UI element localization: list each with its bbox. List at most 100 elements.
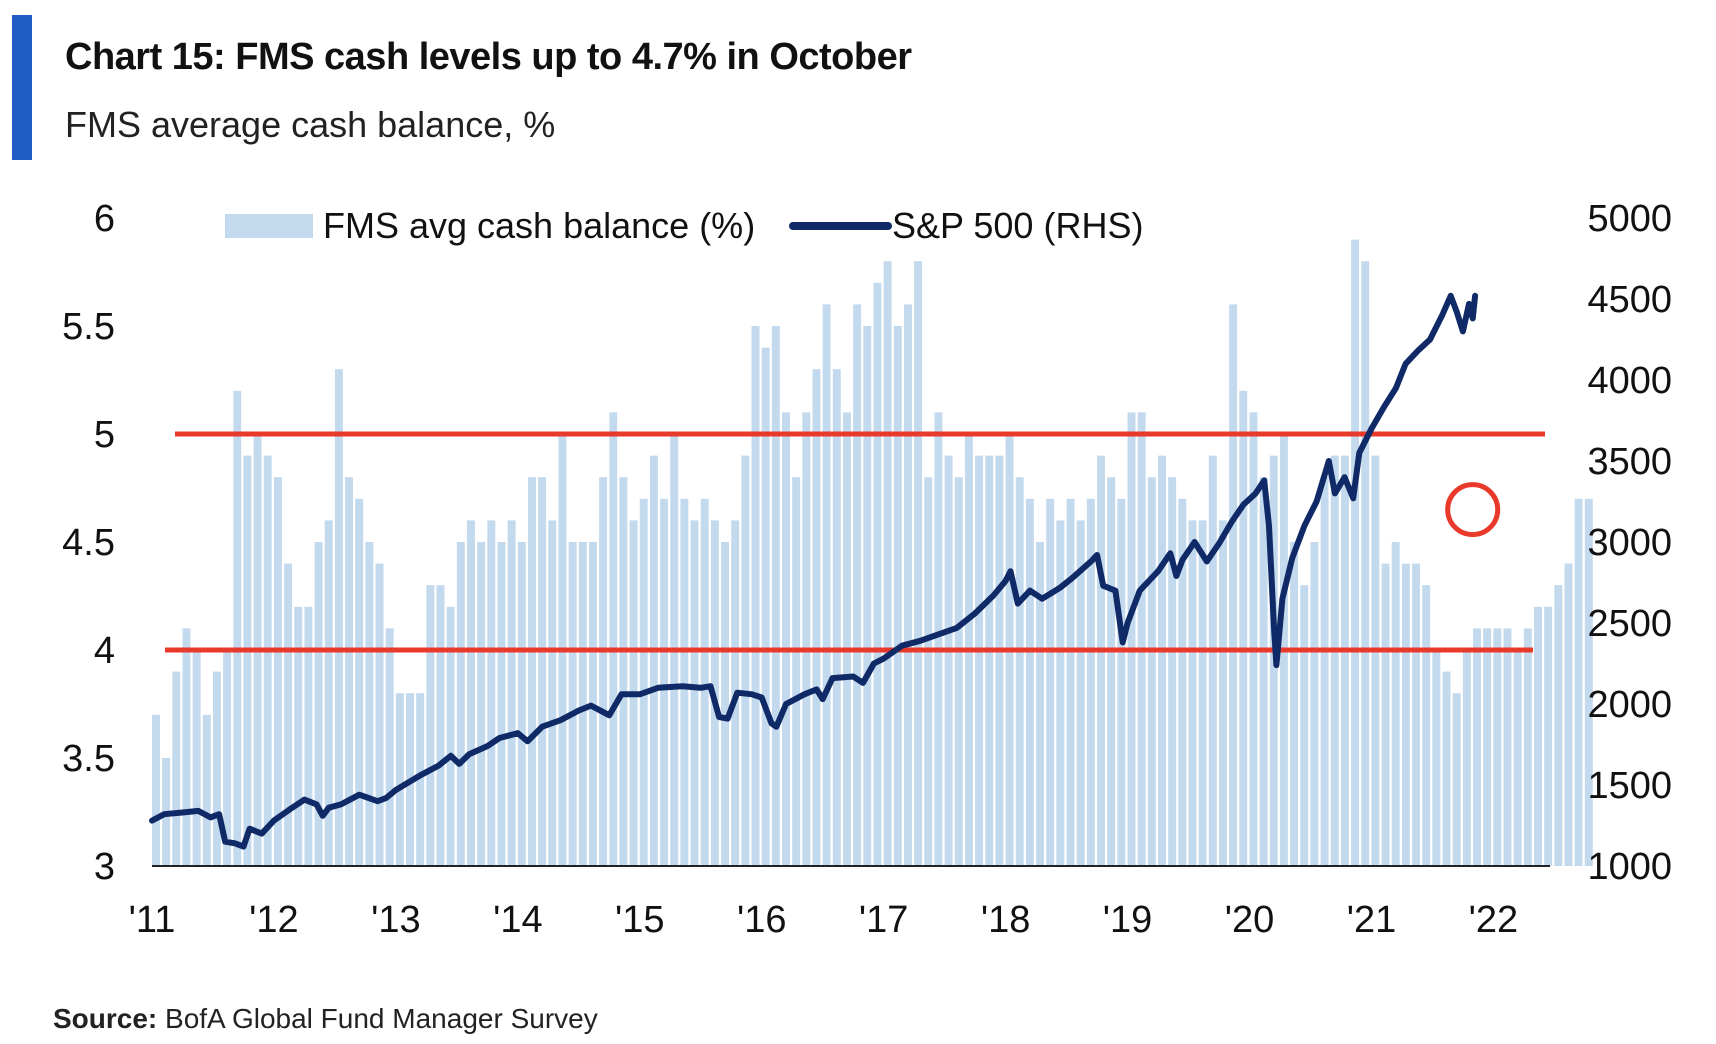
cash-bar <box>1036 542 1045 866</box>
cash-bar <box>660 498 669 866</box>
cash-bar <box>843 412 851 866</box>
cash-bar <box>385 628 394 866</box>
cash-bar <box>1330 455 1339 866</box>
cash-bar <box>1574 498 1583 866</box>
legend-line-label: S&P 500 (RHS) <box>892 205 1143 246</box>
cash-bar <box>1127 412 1136 866</box>
cash-bar <box>182 628 191 866</box>
cash-bar <box>1056 520 1065 866</box>
cash-bar <box>1178 498 1187 866</box>
cash-bar <box>568 542 577 866</box>
cash-bar <box>1107 477 1116 866</box>
cash-bar <box>1015 477 1024 866</box>
cash-bar <box>812 369 821 866</box>
cash-bar <box>538 477 547 866</box>
cash-bar <box>1483 628 1492 866</box>
y-left-tick-label: 4 <box>94 630 115 672</box>
cash-bar <box>873 282 882 866</box>
cash-bar <box>1391 542 1400 866</box>
cash-bar <box>832 369 841 866</box>
cash-bar <box>761 347 770 867</box>
cash-bar <box>985 455 994 866</box>
cash-bar <box>1168 477 1177 866</box>
cash-bar <box>599 477 608 866</box>
y-right-tick-label: 2000 <box>1587 684 1672 726</box>
cash-bar <box>1117 498 1126 866</box>
y-right-tick-label: 3000 <box>1587 522 1672 564</box>
cash-bar <box>721 542 729 866</box>
cash-bar <box>700 498 709 866</box>
cash-bar <box>172 671 181 866</box>
cash-bar <box>1290 542 1299 866</box>
cash-bar <box>578 542 587 866</box>
x-tick-label: '13 <box>371 899 421 941</box>
cash-bar <box>1239 390 1248 866</box>
cash-bar <box>345 477 353 866</box>
cash-bar <box>1025 498 1034 866</box>
y-right-tick-label: 1000 <box>1587 846 1672 888</box>
axes-layer: 3 3.5 4 4.5 5 5.5 6 1000 1500 2000 2500 3000 3500 400… <box>62 198 1672 941</box>
legend-bars-swatch <box>225 214 313 238</box>
cash-bar <box>792 477 801 866</box>
cash-bar <box>954 477 963 866</box>
legend: FMS avg cash balance (%) S&P 500 (RHS) <box>225 205 1143 246</box>
cash-bar <box>1452 693 1461 866</box>
cash-bar <box>446 606 455 866</box>
cash-bar <box>1432 650 1441 866</box>
cash-bar <box>507 520 516 866</box>
cash-bar <box>1534 606 1542 866</box>
cash-bar <box>924 477 933 866</box>
cash-bar <box>284 563 293 866</box>
x-tick-label: '15 <box>615 899 665 941</box>
cash-bar <box>243 455 252 866</box>
cash-bar <box>1076 520 1085 866</box>
reference-lines-layer <box>165 431 1545 653</box>
cash-bar <box>1584 498 1593 866</box>
cash-bar <box>1473 628 1481 866</box>
cash-bar <box>1554 585 1563 866</box>
cash-bar <box>609 412 618 866</box>
cash-bar <box>1544 606 1553 866</box>
cash-bar <box>934 412 943 866</box>
x-tick-label: '18 <box>981 899 1031 941</box>
cash-bar <box>944 455 953 866</box>
cash-bar <box>304 606 313 866</box>
cash-bar <box>1208 455 1217 866</box>
x-tick-label: '19 <box>1103 899 1153 941</box>
cash-bar <box>1422 585 1431 866</box>
cash-bar <box>863 326 872 866</box>
source-label: Source: <box>53 1003 158 1034</box>
y-left-tick-label: 4.5 <box>62 522 115 564</box>
cash-bar <box>1218 520 1227 866</box>
cash-bar <box>1513 650 1522 866</box>
cash-bar <box>365 542 374 866</box>
cash-bar <box>1412 563 1420 866</box>
x-tick-label: '14 <box>493 899 543 941</box>
y-right-tick-label: 1500 <box>1587 765 1672 807</box>
cash-bar <box>223 650 232 866</box>
cash-bar <box>802 412 811 866</box>
y-left-tick-label: 5 <box>94 414 115 456</box>
y-right-tick-label: 5000 <box>1587 198 1672 240</box>
cash-bar <box>1086 498 1095 866</box>
x-tick-label: '22 <box>1469 899 1519 941</box>
x-tick-label: '11 <box>129 899 176 941</box>
cash-bar <box>1493 628 1502 866</box>
cash-bar <box>497 542 506 866</box>
y-right-tick-label: 2500 <box>1587 603 1672 645</box>
cash-bar <box>903 304 912 866</box>
cash-bar <box>233 390 242 866</box>
cash-bar <box>426 585 435 866</box>
cash-bar <box>883 261 892 866</box>
cash-bar <box>467 520 475 866</box>
cash-bar <box>1401 563 1410 866</box>
cash-bar <box>690 520 699 866</box>
cash-bar <box>152 714 160 866</box>
y-left-tick-label: 3.5 <box>62 738 115 780</box>
cash-bar <box>487 520 496 866</box>
cash-bar <box>314 542 323 866</box>
cash-bar <box>273 477 282 866</box>
sp500-line <box>149 292 1479 850</box>
y-right-tick-label: 4000 <box>1587 360 1672 402</box>
